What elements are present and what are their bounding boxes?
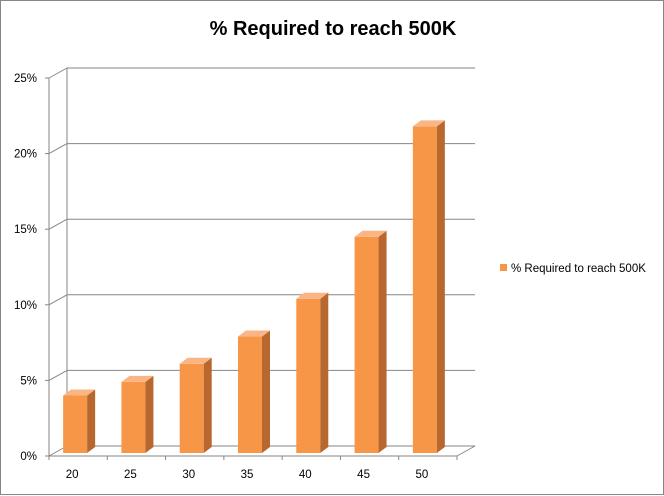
x-tick-label: 35 [241,469,254,481]
y-tick-label: 20% [14,149,37,161]
bar [63,389,96,453]
legend-swatch [500,264,507,271]
bar [296,292,329,453]
bar-top [238,330,270,337]
x-tick-label: 20 [66,469,79,481]
bar [121,375,154,453]
bar-side [378,230,387,453]
y-tick-label: 25% [14,73,37,85]
bar [354,230,387,453]
bar [412,120,445,453]
bar-front [238,336,262,453]
x-tick-label: 50 [415,469,428,481]
gridline-depth [48,67,68,79]
legend-label: % Required to reach 500K [511,263,646,275]
gridline-depth [48,369,68,381]
bar-top [412,120,445,127]
bar-front [412,126,437,453]
bar-side [320,292,329,453]
axes [45,68,476,460]
bar-top [296,292,329,299]
tick-labels: 0% 5% 10% 15% 20% 25% 20 25 30 35 40 45 50 [14,73,428,481]
floor-edge [456,445,476,457]
bar [238,330,270,453]
bar-top [121,375,154,382]
gridline-depth [48,218,68,230]
y-tick-label: 5% [20,375,37,387]
bar-top [354,230,387,237]
bar-front [121,381,146,453]
bar [179,357,212,453]
bar-side [262,330,270,453]
bar-side [87,389,96,453]
legend: % Required to reach 500K [500,263,646,275]
x-tick-label: 30 [182,469,195,481]
bars [63,120,445,453]
bar-side [436,120,445,453]
bar-side [203,357,212,453]
bar-top [63,389,96,396]
bar-front [179,363,204,453]
bar-front [63,395,88,453]
x-tick-label: 40 [299,469,312,481]
y-tick-label: 0% [20,451,37,463]
gridline-depth [48,143,68,155]
chart-title: % Required to reach 500K [210,18,457,40]
gridline-depth [48,294,68,306]
x-tick-label: 25 [124,469,137,481]
y-tick-label: 15% [14,224,37,236]
y-tick-label: 10% [14,300,37,312]
bar-front [296,298,321,453]
bar-front [354,236,379,453]
x-tick-label: 45 [357,469,370,481]
bar-side [145,375,154,453]
bar-top [179,357,212,364]
gridlines [48,67,475,457]
